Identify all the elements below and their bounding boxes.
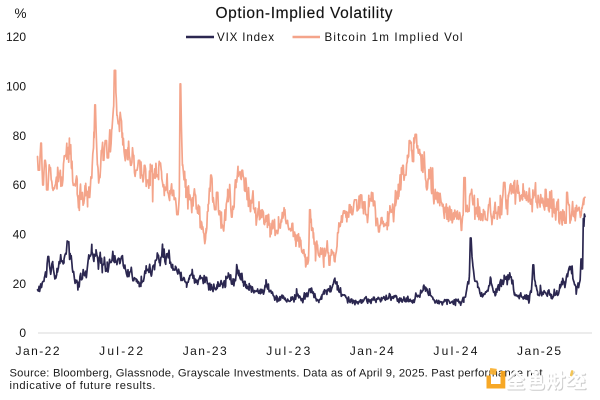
svg-text:Jul-24: Jul-24 xyxy=(433,344,477,358)
svg-text:60: 60 xyxy=(13,178,27,192)
svg-text:Jul-22: Jul-22 xyxy=(99,344,143,358)
svg-text:Jan-24: Jan-24 xyxy=(350,344,394,358)
svg-text:indicative of future results.: indicative of future results. xyxy=(10,380,156,392)
svg-text:100: 100 xyxy=(6,80,26,94)
svg-text:%: % xyxy=(14,6,26,21)
svg-text:80: 80 xyxy=(13,129,27,143)
svg-text:Jan-23: Jan-23 xyxy=(183,344,227,358)
svg-text:Jan-25: Jan-25 xyxy=(517,344,561,358)
svg-text:120: 120 xyxy=(6,30,26,44)
svg-text:Bitcoin 1m Implied Vol: Bitcoin 1m Implied Vol xyxy=(325,31,463,44)
svg-text:40: 40 xyxy=(13,228,27,242)
svg-text:VIX Index: VIX Index xyxy=(217,31,274,44)
svg-text:Source: Bloomberg, Glassnode,: Source: Bloomberg, Glassnode, Grayscale … xyxy=(10,368,544,380)
svg-text:0: 0 xyxy=(19,326,26,340)
svg-text:Jan-22: Jan-22 xyxy=(16,344,60,358)
svg-text:Jul-23: Jul-23 xyxy=(266,344,310,358)
svg-text:Option-Implied Volatility: Option-Implied Volatility xyxy=(216,5,393,22)
svg-text:20: 20 xyxy=(13,277,27,291)
